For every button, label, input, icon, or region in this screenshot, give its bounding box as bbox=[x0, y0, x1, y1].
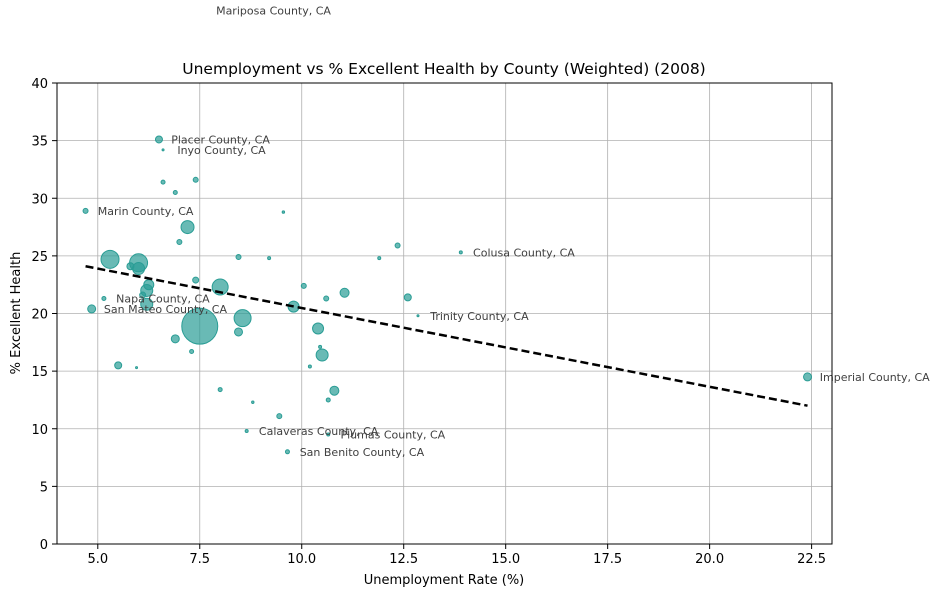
data-point bbox=[403, 293, 412, 302]
x-tick-label: 17.5 bbox=[593, 552, 622, 567]
data-point bbox=[300, 282, 307, 289]
y-tick-label: 20 bbox=[31, 308, 48, 323]
data-point bbox=[267, 256, 272, 261]
y-tick-label: 10 bbox=[31, 423, 48, 438]
point-annotation: Mariposa County, CA bbox=[216, 4, 331, 17]
data-point bbox=[160, 179, 166, 185]
data-point bbox=[339, 287, 350, 298]
x-tick-label: 10.0 bbox=[287, 552, 316, 567]
data-point bbox=[82, 207, 89, 214]
trend-line bbox=[85, 265, 808, 407]
data-point bbox=[140, 297, 154, 311]
data-point bbox=[323, 295, 330, 302]
data-point bbox=[87, 304, 97, 314]
data-point bbox=[315, 348, 329, 362]
data-point bbox=[318, 344, 323, 349]
data-point bbox=[126, 262, 135, 271]
data-point bbox=[284, 449, 290, 455]
data-point bbox=[176, 239, 183, 246]
chart-title: Unemployment vs % Excellent Health by Co… bbox=[182, 60, 705, 78]
data-point bbox=[161, 148, 165, 152]
data-point bbox=[170, 334, 180, 344]
data-point bbox=[377, 256, 382, 261]
data-point bbox=[101, 296, 107, 302]
data-point bbox=[276, 413, 283, 420]
data-point bbox=[307, 364, 312, 369]
data-point bbox=[251, 400, 255, 404]
data-point bbox=[803, 372, 813, 382]
data-point bbox=[329, 385, 340, 396]
data-point bbox=[233, 309, 252, 328]
x-tick-label: 5.0 bbox=[87, 552, 108, 567]
data-point bbox=[234, 327, 244, 337]
y-tick-label: 0 bbox=[40, 538, 48, 553]
x-tick-label: 7.5 bbox=[189, 552, 210, 567]
y-tick-label: 40 bbox=[31, 77, 48, 92]
point-annotation: Calaveras County, CA bbox=[259, 425, 379, 438]
data-point bbox=[135, 366, 139, 370]
data-point bbox=[181, 307, 219, 345]
y-axis-label: % Excellent Health bbox=[9, 252, 24, 375]
data-point bbox=[114, 361, 123, 370]
data-point bbox=[312, 322, 325, 335]
point-annotation: San Benito County, CA bbox=[300, 446, 425, 459]
data-point bbox=[458, 250, 463, 255]
data-point bbox=[100, 249, 120, 269]
x-tick-label: 22.5 bbox=[797, 552, 826, 567]
data-point bbox=[180, 220, 195, 235]
data-point bbox=[154, 135, 163, 144]
point-annotation: Imperial County, CA bbox=[820, 371, 930, 384]
x-axis-label: Unemployment Rate (%) bbox=[364, 573, 525, 588]
y-tick-label: 25 bbox=[31, 250, 48, 265]
data-point bbox=[132, 262, 146, 276]
data-point bbox=[326, 432, 331, 437]
data-point bbox=[189, 349, 195, 355]
y-tick-label: 15 bbox=[31, 365, 48, 380]
data-point bbox=[172, 189, 178, 195]
point-annotation: Placer County, CA bbox=[171, 133, 270, 146]
point-annotation: Inyo County, CA bbox=[177, 144, 266, 157]
data-point bbox=[394, 242, 401, 249]
point-annotation: Trinity County, CA bbox=[429, 310, 529, 323]
x-tick-label: 12.5 bbox=[389, 552, 418, 567]
data-point bbox=[235, 254, 242, 261]
point-annotation: Colusa County, CA bbox=[473, 246, 575, 259]
point-annotation: Plumas County, CA bbox=[340, 429, 445, 442]
data-point bbox=[416, 314, 420, 318]
data-point bbox=[281, 210, 286, 214]
point-annotation: Napa County, CA bbox=[116, 293, 210, 306]
data-point bbox=[244, 429, 249, 434]
data-point bbox=[143, 279, 155, 291]
y-tick-label: 30 bbox=[31, 192, 48, 207]
y-tick-label: 5 bbox=[40, 480, 48, 495]
data-point bbox=[192, 176, 199, 183]
y-tick-label: 35 bbox=[31, 135, 48, 150]
data-point bbox=[325, 397, 331, 403]
point-annotation: San Mateo County, CA bbox=[104, 303, 228, 316]
x-tick-label: 20.0 bbox=[695, 552, 724, 567]
data-point bbox=[217, 387, 223, 393]
data-point bbox=[139, 291, 147, 299]
point-annotation: Marin County, CA bbox=[98, 205, 194, 218]
data-point bbox=[192, 276, 200, 284]
x-tick-label: 15.0 bbox=[491, 552, 520, 567]
